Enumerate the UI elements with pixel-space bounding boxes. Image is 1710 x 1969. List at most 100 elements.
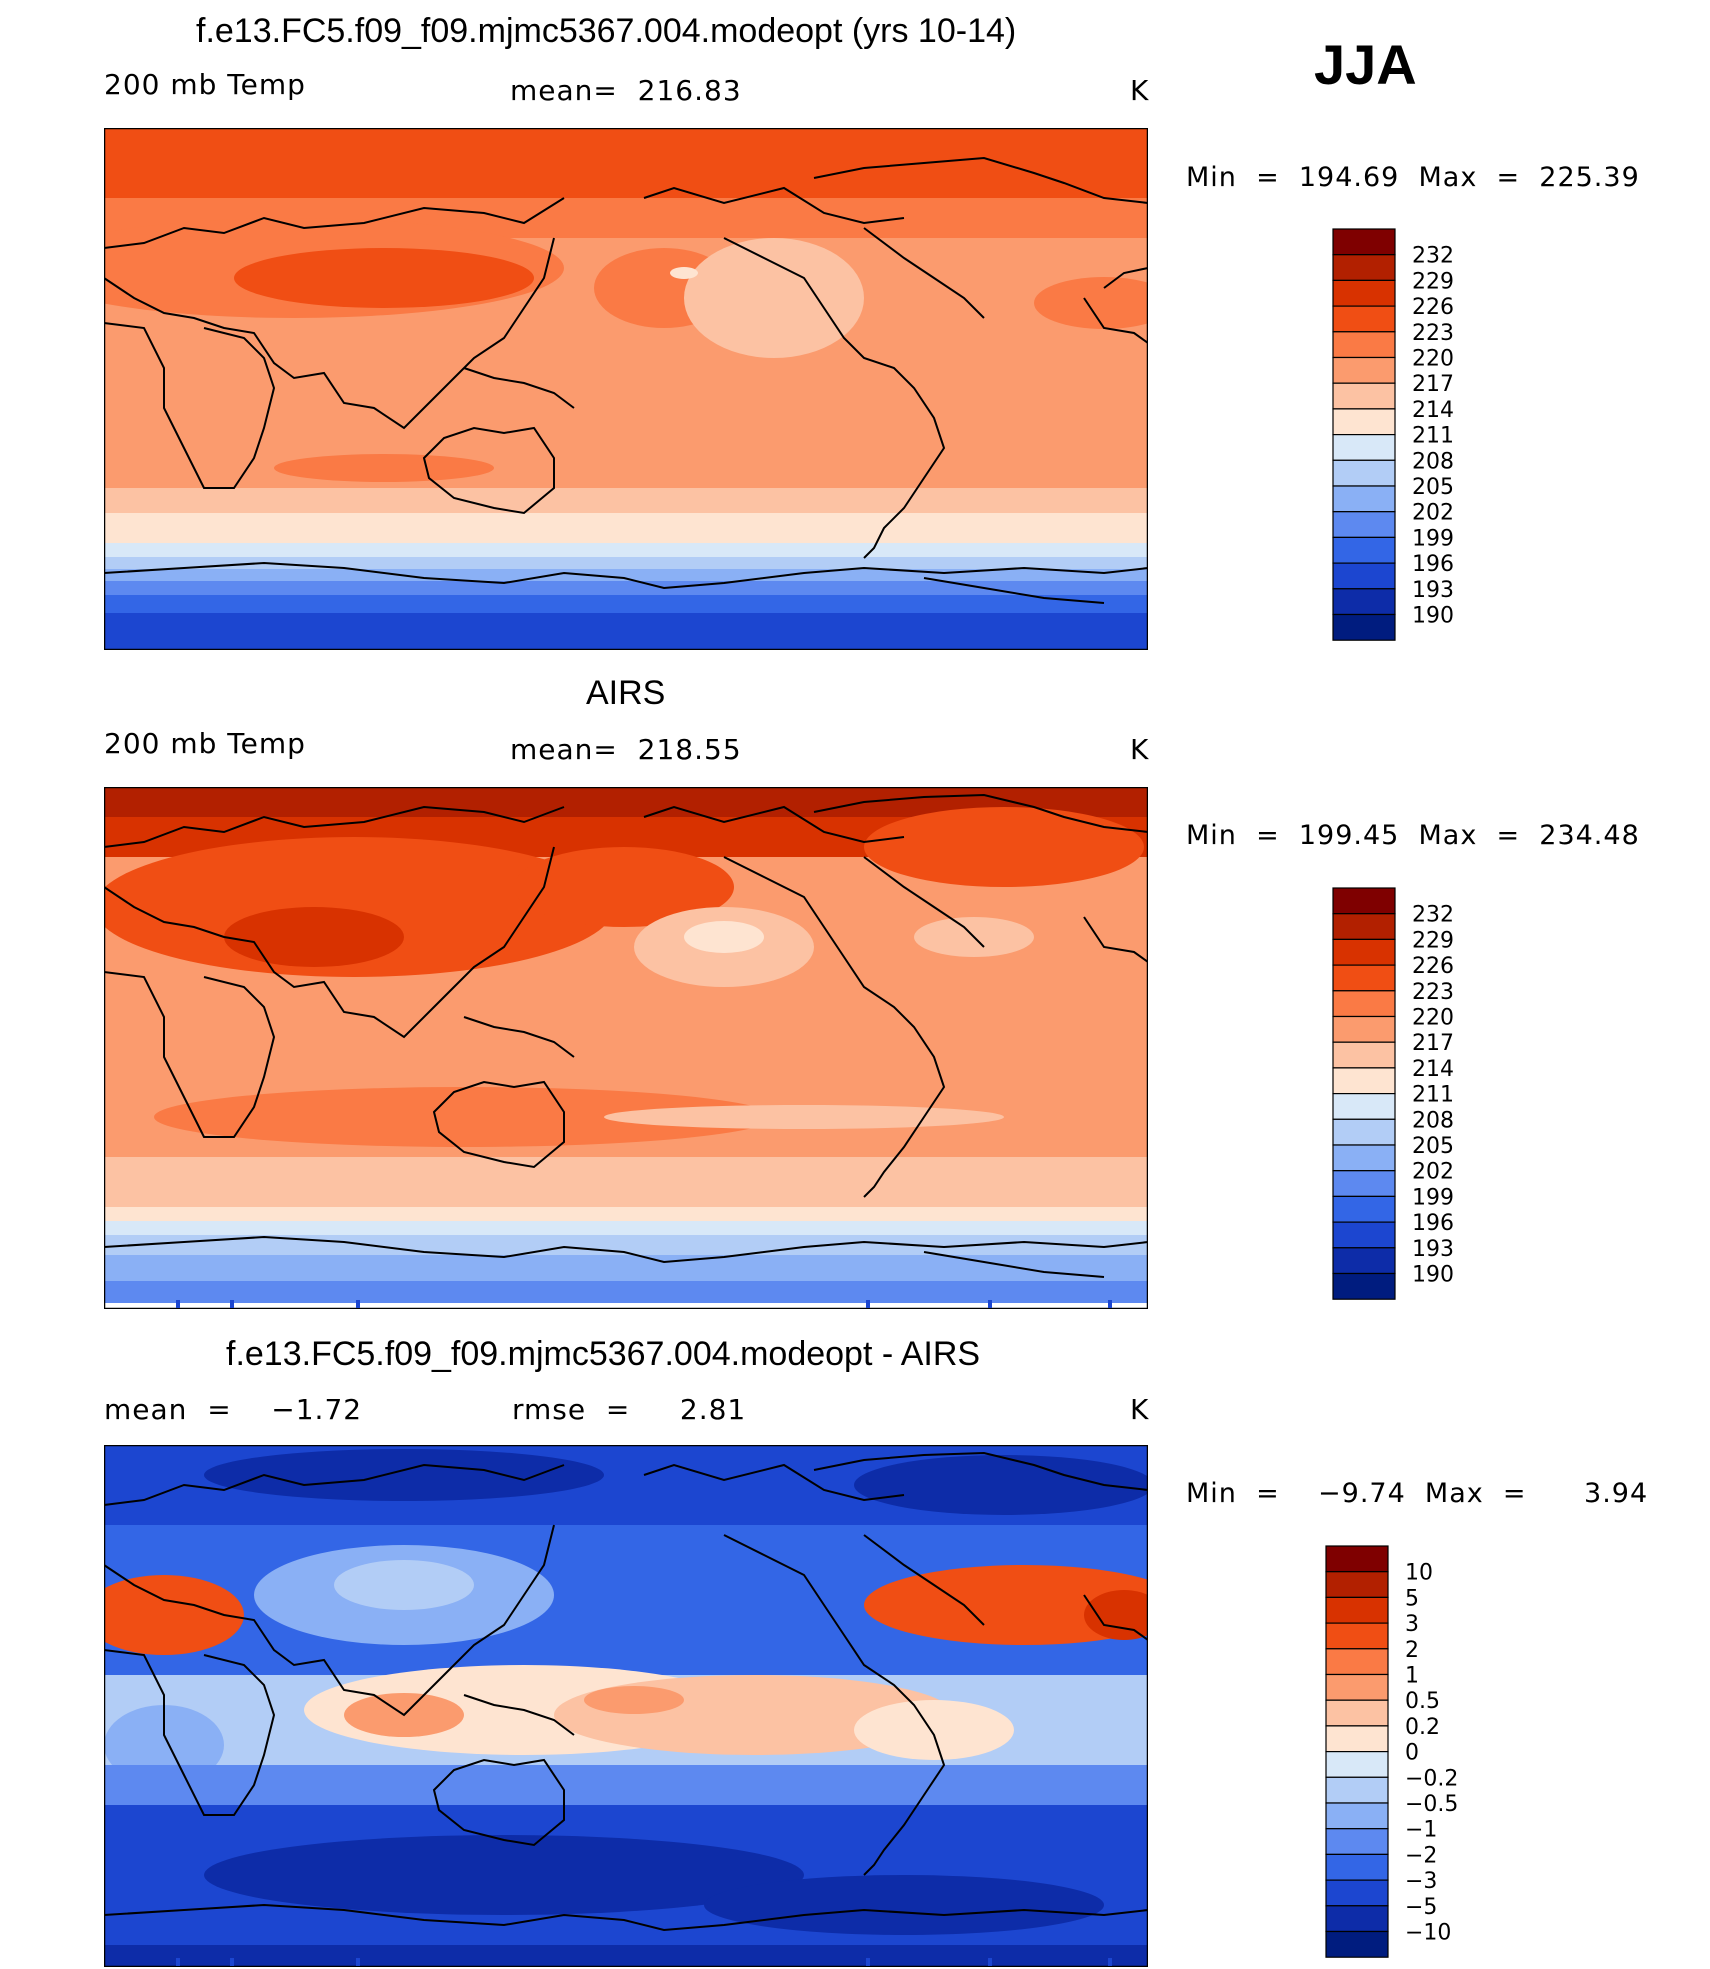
panel3-minmax: Min = −9.74 Max = 3.94 xyxy=(1186,1478,1649,1509)
colorbar-swatch xyxy=(1332,613,1396,641)
colorbar-swatch xyxy=(1332,1041,1396,1069)
colorbar-swatch xyxy=(1332,1195,1396,1223)
panel2-title: AIRS xyxy=(586,674,666,712)
panel1-units: K xyxy=(1130,74,1150,107)
colorbar-tick-label: 223 xyxy=(1412,321,1454,346)
colorbar-swatch xyxy=(1325,1776,1389,1804)
colorbar-swatch xyxy=(1332,990,1396,1018)
panel3-map xyxy=(104,1445,1148,1967)
colorbar-tick-label: 2 xyxy=(1405,1638,1419,1663)
colorbar-swatch xyxy=(1332,1118,1396,1146)
colorbar-tick-label: 226 xyxy=(1412,954,1454,979)
colorbar-tick-label: 211 xyxy=(1412,424,1454,449)
colorbar-swatch xyxy=(1332,459,1396,487)
colorbar-tick-label: 205 xyxy=(1412,475,1454,500)
colorbar-swatch xyxy=(1332,536,1396,564)
colorbar-swatch xyxy=(1332,331,1396,359)
colorbar-swatch xyxy=(1332,279,1396,307)
colorbar-swatch xyxy=(1332,1144,1396,1172)
colorbar-swatch xyxy=(1332,356,1396,384)
panel3-colorbar: 10 5 3 2 1 0.5 0.2 0 −0.2 −0.5 −1 −2 −3 −5 −10 xyxy=(1325,1545,1458,1958)
colorbar-swatch xyxy=(1325,1673,1389,1701)
colorbar-swatch xyxy=(1325,1699,1389,1727)
colorbar-tick-label: 3 xyxy=(1405,1612,1419,1637)
colorbar-tick-label: −5 xyxy=(1405,1895,1437,1920)
colorbar-swatch xyxy=(1332,434,1396,461)
colorbar-swatch xyxy=(1325,1571,1389,1599)
panel2-mean-label: mean= 218.55 xyxy=(510,733,742,766)
colorbar-tick-label: 196 xyxy=(1412,552,1454,577)
colorbar-swatch xyxy=(1332,1272,1396,1300)
colorbar-tick-label: 193 xyxy=(1412,1237,1454,1262)
colorbar-swatch xyxy=(1325,1622,1389,1650)
colorbar-tick-label: 193 xyxy=(1412,578,1454,603)
colorbar-tick-label: 199 xyxy=(1412,1185,1454,1210)
colorbar-tick-label: 223 xyxy=(1412,980,1454,1005)
panel3-title: f.e13.FC5.f09_f09.mjmc5367.004.modeopt -… xyxy=(226,1335,981,1373)
panel3-units: K xyxy=(1130,1393,1150,1426)
colorbar-swatch xyxy=(1325,1751,1389,1778)
colorbar-swatch xyxy=(1332,1170,1396,1198)
colorbar-tick-label: 0.5 xyxy=(1405,1689,1440,1714)
colorbar-tick-label: −0.2 xyxy=(1405,1766,1458,1791)
colorbar-tick-label: −10 xyxy=(1405,1921,1451,1946)
colorbar-tick-label: 211 xyxy=(1412,1083,1454,1108)
colorbar-tick-label: 232 xyxy=(1412,244,1454,269)
colorbar-swatch xyxy=(1325,1648,1389,1676)
colorbar-swatch xyxy=(1332,228,1396,256)
colorbar-swatch xyxy=(1332,588,1396,616)
colorbar-tick-label: 214 xyxy=(1412,1057,1454,1082)
panel2-map xyxy=(104,787,1148,1309)
colorbar-tick-label: 220 xyxy=(1412,347,1454,372)
colorbar-swatch xyxy=(1332,511,1396,539)
colorbar-swatch xyxy=(1332,408,1396,436)
colorbar-tick-label: 214 xyxy=(1412,398,1454,423)
colorbar-tick-label: 202 xyxy=(1412,1160,1454,1185)
colorbar-tick-label: 190 xyxy=(1412,1263,1454,1288)
colorbar-tick-label: 220 xyxy=(1412,1006,1454,1031)
panel1-title: f.e13.FC5.f09_f09.mjmc5367.004.modeopt (… xyxy=(196,12,1017,50)
colorbar-tick-label: 199 xyxy=(1412,526,1454,551)
colorbar-tick-label: 0 xyxy=(1405,1741,1419,1766)
colorbar-tick-label: 1 xyxy=(1405,1664,1419,1689)
colorbar-tick-label: 208 xyxy=(1412,1108,1454,1133)
colorbar-tick-label: −3 xyxy=(1405,1869,1437,1894)
colorbar-swatch xyxy=(1332,887,1396,915)
panel1-map xyxy=(104,128,1148,650)
colorbar-swatch xyxy=(1332,1093,1396,1120)
colorbar-tick-label: 5 xyxy=(1405,1586,1419,1611)
colorbar-swatch xyxy=(1332,382,1396,410)
panel3-mean-label: mean = −1.72 xyxy=(104,1393,363,1426)
panel2-variable-label: 200 mb Temp xyxy=(104,727,306,760)
colorbar-tick-label: 217 xyxy=(1412,1031,1454,1056)
colorbar-tick-label: 202 xyxy=(1412,501,1454,526)
colorbar-tick-label: 208 xyxy=(1412,449,1454,474)
panel2-units: K xyxy=(1130,733,1150,766)
colorbar-tick-label: 229 xyxy=(1412,269,1454,294)
colorbar-swatch xyxy=(1325,1802,1389,1830)
colorbar-swatch xyxy=(1332,254,1396,282)
colorbar-swatch xyxy=(1325,1725,1389,1753)
panel1-variable-label: 200 mb Temp xyxy=(104,68,306,101)
colorbar-tick-label: 229 xyxy=(1412,928,1454,953)
colorbar-tick-label: −0.5 xyxy=(1405,1792,1458,1817)
colorbar-swatch xyxy=(1332,964,1396,992)
colorbar-tick-label: 196 xyxy=(1412,1211,1454,1236)
colorbar-swatch xyxy=(1325,1905,1389,1933)
panel1-minmax: Min = 194.69 Max = 225.39 xyxy=(1186,162,1640,193)
colorbar-tick-label: −2 xyxy=(1405,1843,1437,1868)
panel1-mean-label: mean= 216.83 xyxy=(510,74,742,107)
colorbar-swatch xyxy=(1325,1596,1389,1624)
colorbar-swatch xyxy=(1325,1828,1389,1856)
colorbar-swatch xyxy=(1332,1247,1396,1275)
panel3-rmse-label: rmse = 2.81 xyxy=(512,1393,747,1426)
colorbar-swatch xyxy=(1332,1015,1396,1043)
colorbar-swatch xyxy=(1332,913,1396,941)
colorbar-tick-label: 190 xyxy=(1412,604,1454,629)
panel2-minmax: Min = 199.45 Max = 234.48 xyxy=(1186,820,1640,851)
colorbar-tick-label: 205 xyxy=(1412,1134,1454,1159)
panel2-colorbar: 232 229 226 223 220 217 214 211 208 205 202 199 196 1… xyxy=(1332,887,1454,1300)
colorbar-swatch xyxy=(1325,1930,1389,1958)
colorbar-swatch xyxy=(1325,1545,1389,1573)
colorbar-tick-label: 0.2 xyxy=(1405,1715,1440,1740)
